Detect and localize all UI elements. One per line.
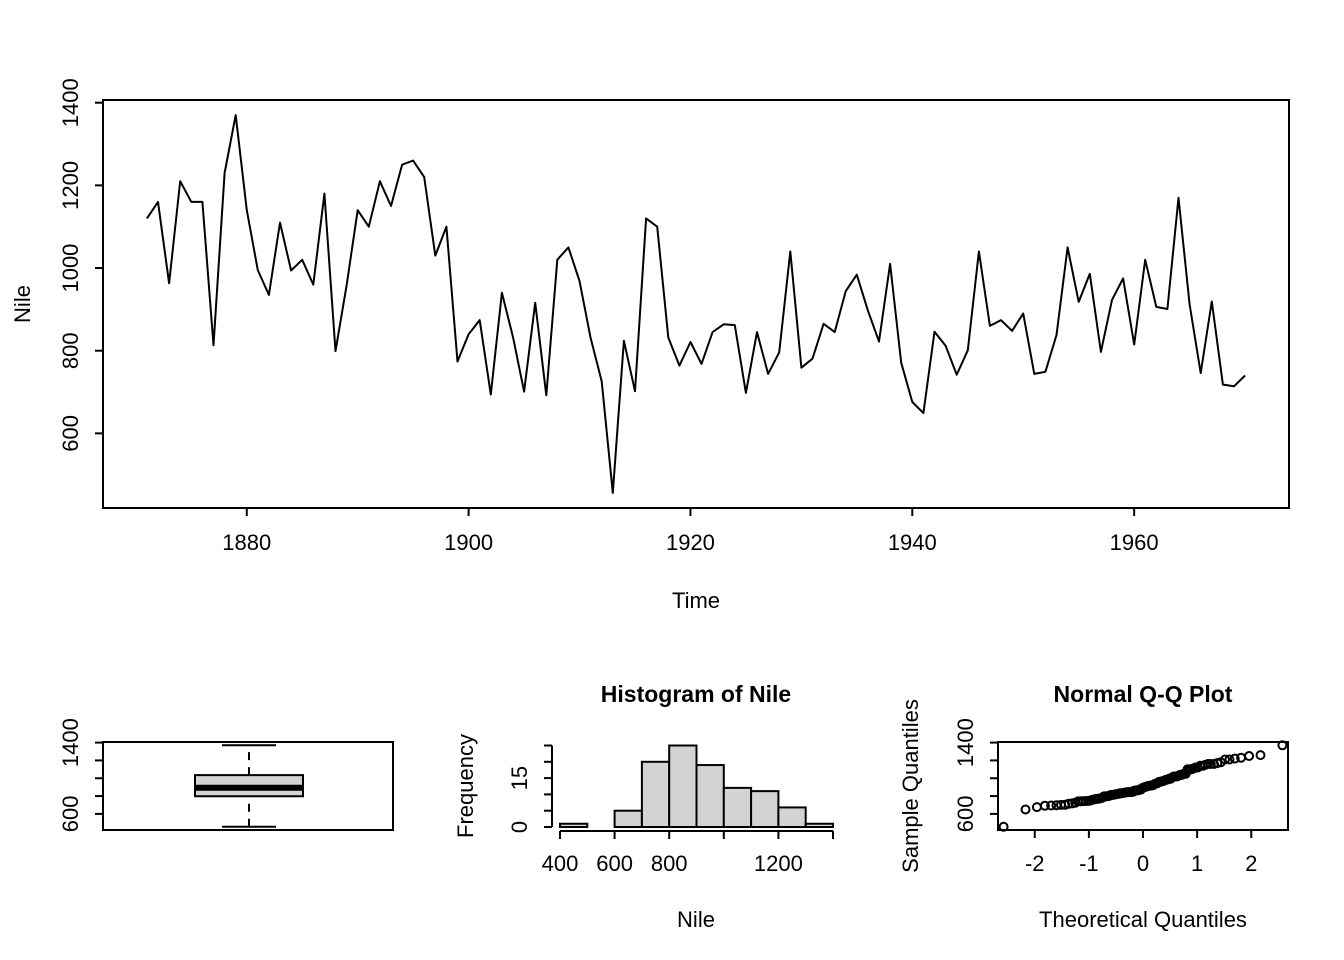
y-tick-label: 1400 [953,718,978,767]
histogram-bar [804,822,835,828]
qq-point [1255,750,1266,761]
histogram-bar [640,760,671,828]
x-axis-title: Theoretical Quantiles [1039,907,1247,932]
timeseries-plot: 1880 1900 1920 1940 1960 600 800 1000 1200 1400 T… [10,78,1290,613]
x-tick-label: 1900 [444,530,493,555]
y-tick-label: 1400 [58,718,83,767]
y-tick-label: 600 [58,415,83,452]
qq-plot: -2 -1 0 1 2 600 1400 Normal Q-Q Plot Theoretic… [898,681,1289,932]
x-tick-label: 1200 [754,851,803,876]
y-axis-title: Nile [10,285,35,323]
histogram-marks: 0 15 400 600 800 1200 [507,744,835,876]
y-tick-label: 1000 [58,244,83,293]
histogram-bar [777,806,807,829]
qq-point [1020,804,1031,815]
plot-title: Histogram of Nile [601,681,791,707]
nile-series-line [146,114,1246,494]
x-tick-label: 600 [596,851,633,876]
qq-point [1244,751,1255,761]
qq-point [1205,759,1216,769]
x-tick-label: 800 [651,851,688,876]
x-axis-title: Time [672,588,720,613]
x-tick-label: -1 [1079,851,1099,876]
y-tick-label: 800 [58,332,83,369]
qq-point [1063,798,1074,809]
qq-point [1224,754,1235,765]
histogram-bar [695,764,725,828]
y-tick-label: 0 [507,821,532,833]
qq-marks: -2 -1 0 1 2 600 1400 [953,718,1288,876]
x-tick-label: -2 [1025,851,1045,876]
y-axis-title: Sample Quantiles [898,699,923,873]
x-tick-label: 400 [542,851,579,876]
qq-point [1229,753,1240,764]
histogram-bar [559,822,589,828]
y-tick-label: 600 [58,796,83,833]
y-axis-title: Frequency [453,734,478,838]
qq-point [1277,740,1288,751]
y-tick-label: 600 [953,796,978,833]
boxplot-plot: 600 1400 [58,718,394,833]
timeseries-marks: 1880 1900 1920 1940 1960 600 800 1000 1200 1400 [58,78,1246,555]
x-tick-label: 1940 [888,530,937,555]
qq-point [1039,800,1050,811]
y-tick-label: 1200 [58,161,83,210]
boxplot-marks: 600 1400 [58,718,304,833]
histogram-bar [750,790,780,829]
qq-point [1031,802,1042,813]
qq-point [1220,754,1230,765]
qq-point [998,821,1009,832]
x-tick-label: 1960 [1110,530,1159,555]
x-tick-label: 1920 [666,530,715,555]
qq-point [1046,800,1057,811]
histogram-bar [722,786,753,829]
x-axis-title: Nile [677,907,715,932]
plot-title: Normal Q-Q Plot [1054,681,1233,707]
plot-border [102,741,394,831]
histogram-bar [613,809,643,829]
histogram-bar [668,744,698,828]
x-tick-label: 1880 [222,530,271,555]
plot-border [102,99,1290,509]
y-tick-label: 1400 [58,78,83,127]
x-tick-label: 1 [1191,851,1203,876]
y-tick-label: 15 [507,766,532,790]
x-tick-label: 2 [1245,851,1257,876]
x-tick-label: 0 [1137,851,1149,876]
